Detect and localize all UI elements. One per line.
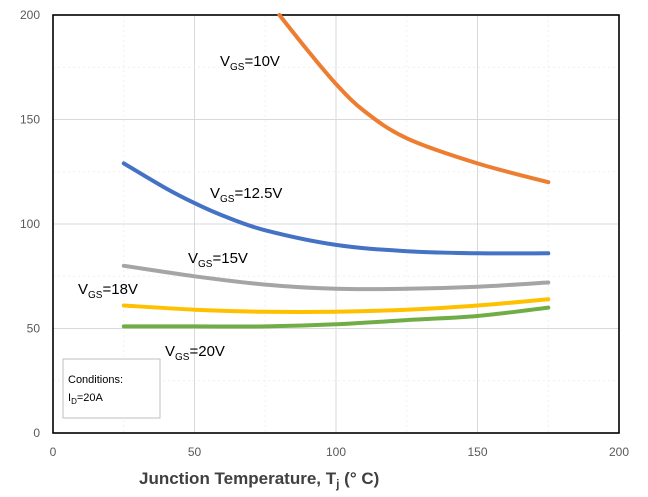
- series-line-1: [121, 161, 551, 256]
- y-tick-label: 50: [27, 322, 41, 336]
- series-label-vgs-10v: VGS=10V: [220, 53, 280, 73]
- y-tick-label: 100: [20, 217, 40, 231]
- y-tick-label: 200: [20, 8, 40, 22]
- series-label-vgs-20v: VGS=20V: [165, 343, 225, 363]
- x-tick-labels: 0 50 100 150 200: [50, 445, 630, 459]
- series-line-0: [277, 13, 551, 185]
- x-tick-label: 150: [467, 445, 487, 459]
- series-line-4: [121, 305, 551, 329]
- x-tick-label: 200: [609, 445, 629, 459]
- series-label-vgs-12-5v: VGS=12.5V: [210, 185, 282, 205]
- conditions-box: [62, 358, 161, 419]
- x-tick-label: 100: [326, 445, 346, 459]
- y-tick-label: 150: [20, 113, 40, 127]
- x-axis-label: Junction Temperature, Tj (° C): [139, 469, 379, 491]
- grid: [53, 15, 619, 433]
- series-line-2: [121, 263, 551, 292]
- series-lines: [121, 13, 551, 329]
- conditions-title: Conditions:: [68, 374, 123, 386]
- series-line-3: [121, 297, 551, 315]
- series-label-vgs-15v: VGS=15V: [188, 250, 248, 270]
- x-tick-label: 50: [188, 445, 202, 459]
- x-tick-label: 0: [50, 445, 57, 459]
- conditions-current: ID=20A: [68, 392, 104, 406]
- series-label-vgs-18v: VGS=18V: [78, 281, 138, 301]
- plot-frame: [52, 14, 620, 434]
- y-tick-label: 0: [33, 426, 40, 440]
- y-tick-labels: 0 50 100 150 200: [20, 8, 40, 440]
